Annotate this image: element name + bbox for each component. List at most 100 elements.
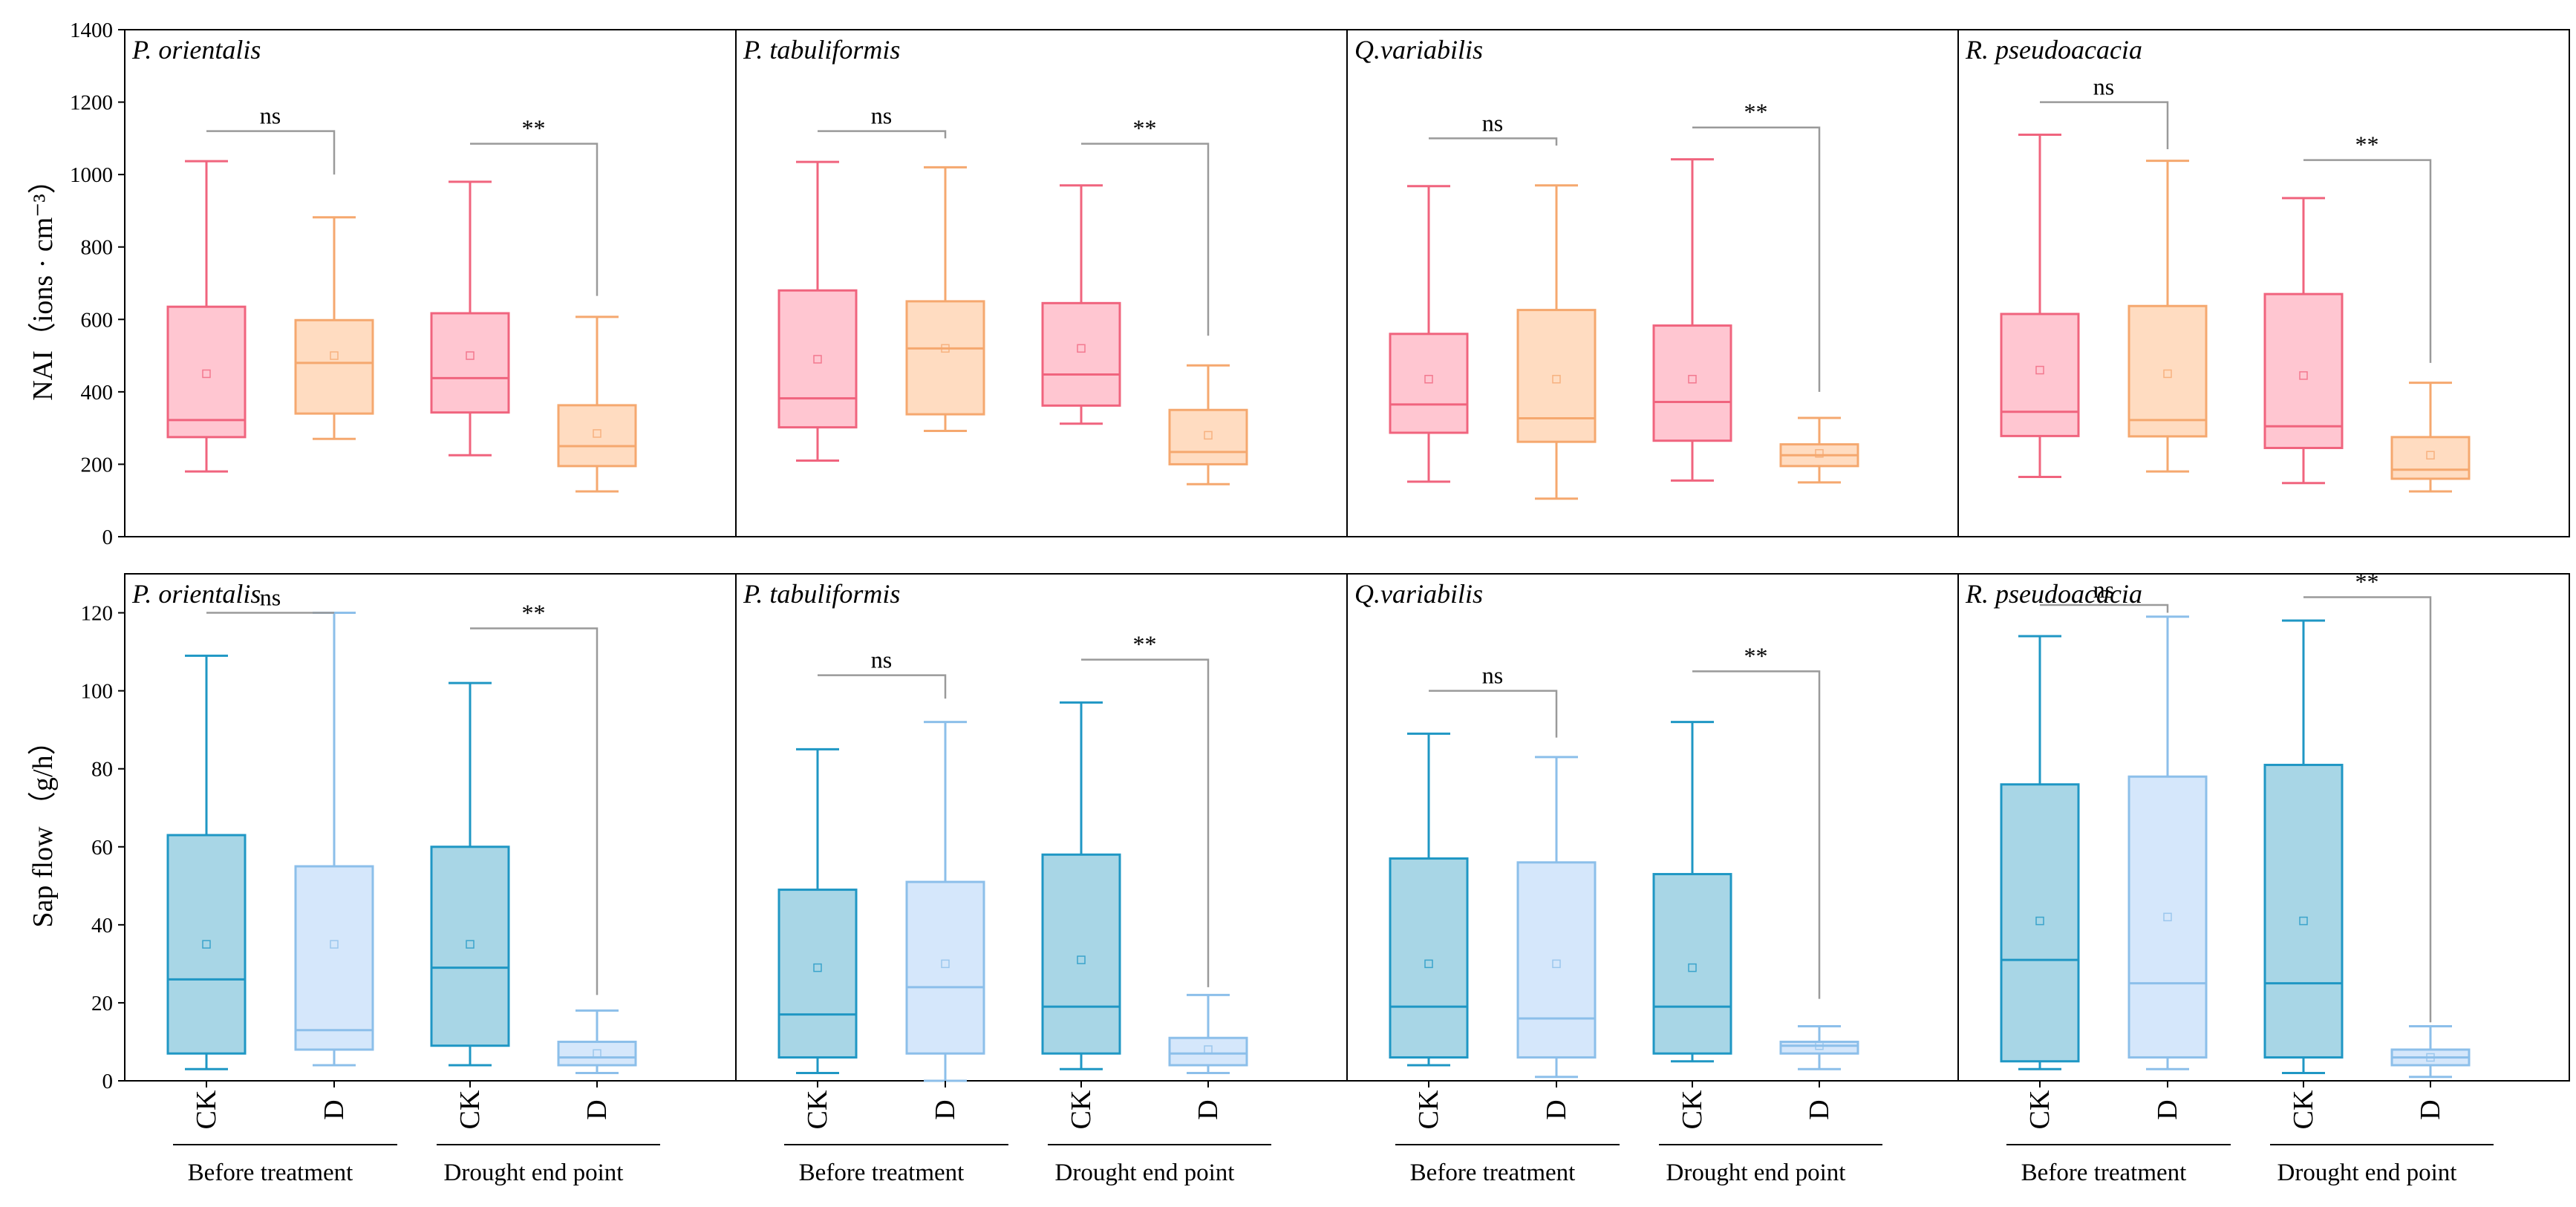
iqr-box <box>557 404 637 468</box>
mean-marker <box>2035 916 2044 926</box>
nai-y-tick-label: 1200 <box>70 91 113 115</box>
x-category-label: D <box>930 1099 961 1119</box>
sap-box-ck <box>2263 619 2344 1074</box>
mean-marker <box>466 351 475 360</box>
significance-label: ** <box>522 115 546 142</box>
sap-panel-title: R. pseudoacacia <box>1965 579 2142 609</box>
significance-label: ** <box>1133 115 1157 142</box>
mean-marker <box>2426 1053 2435 1062</box>
mean-marker <box>1077 955 1086 964</box>
bracket-line <box>1081 143 1210 336</box>
significance-label: ** <box>2355 131 2379 158</box>
nai-box-d <box>1168 364 1248 485</box>
mean-marker <box>2035 365 2044 375</box>
sap-box-d <box>2127 615 2208 1070</box>
nai-y-tick-label: 0 <box>102 526 114 549</box>
mean-marker <box>2299 916 2308 926</box>
nai-box-d <box>1516 184 1597 500</box>
significance-label: ns <box>1482 662 1503 689</box>
significance-label: ns <box>260 102 281 129</box>
nai-y-tick-label: 400 <box>81 381 114 405</box>
mean-marker <box>813 355 822 364</box>
bracket-line <box>1692 670 1821 999</box>
bracket-line <box>818 130 947 139</box>
mean-marker <box>1077 344 1086 353</box>
sap-box-ck <box>777 748 858 1074</box>
x-category-label: D <box>581 1099 613 1119</box>
mean-marker <box>330 351 339 360</box>
iqr-box <box>2390 436 2471 480</box>
sap-box-d <box>557 1009 637 1074</box>
sap-panel-title: Q.variabilis <box>1354 579 1483 609</box>
sap-box-d <box>1168 993 1248 1074</box>
mean-marker <box>1424 959 1433 969</box>
x-group-label: Before treatment <box>799 1159 965 1186</box>
mean-marker <box>330 940 339 949</box>
iqr-box <box>1168 408 1248 465</box>
sap-box-d <box>905 721 985 1082</box>
bracket-line <box>2303 159 2432 363</box>
significance-label: ns <box>2093 73 2114 100</box>
sap-significance-bracket: ** <box>1081 631 1210 987</box>
significance-label: ns <box>2093 576 2114 603</box>
nai-box-ck <box>777 160 858 462</box>
nai-box-d <box>1779 416 1859 484</box>
nai-panel-title: R. pseudoacacia <box>1965 35 2142 65</box>
mean-marker <box>202 940 211 949</box>
significance-label: ** <box>522 600 546 627</box>
x-category-label: D <box>1193 1099 1224 1119</box>
nai-significance-bracket: ** <box>470 115 599 296</box>
nai-box-d <box>905 166 985 433</box>
mean-marker <box>1552 375 1561 384</box>
x-category-label: CK <box>191 1090 222 1129</box>
mean-marker <box>593 1049 601 1058</box>
sap-y-tick-label: 80 <box>91 758 113 782</box>
sap-significance-bracket: ns <box>206 584 334 614</box>
nai-box-ck <box>1041 184 1121 425</box>
sap-significance-bracket: ** <box>1692 642 1821 999</box>
iqr-box <box>2263 292 2344 449</box>
bracket-line <box>1429 690 1558 738</box>
iqr-box <box>777 889 858 1059</box>
sap-y-tick-label: 20 <box>91 992 113 1015</box>
mean-marker <box>1688 963 1697 972</box>
bracket-line <box>470 143 599 296</box>
x-category-label: D <box>2415 1099 2446 1119</box>
mean-marker <box>941 959 950 969</box>
significance-label: ** <box>2355 569 2379 595</box>
iqr-box <box>430 312 510 414</box>
mean-marker <box>2163 369 2172 379</box>
nai-panel-title: Q.variabilis <box>1354 35 1483 65</box>
x-category-label: CK <box>1413 1090 1444 1129</box>
sap-box-d <box>2390 1024 2471 1079</box>
iqr-box <box>2000 783 2080 1063</box>
nai-box-d <box>294 216 374 440</box>
nai-box-d <box>557 315 637 493</box>
x-group-label: Drought end point <box>1666 1159 1846 1186</box>
x-category-label: CK <box>1066 1090 1097 1129</box>
mean-marker <box>593 429 601 438</box>
sap-significance-bracket: ** <box>2303 569 2432 1023</box>
sap-box-ck <box>1041 701 1121 1070</box>
sap-box-d <box>1779 1024 1859 1070</box>
sap-box-ck <box>166 654 247 1070</box>
sap-y-tick-label: 40 <box>91 914 113 938</box>
nai-significance-bracket: ns <box>1429 109 1558 146</box>
iqr-box <box>166 834 247 1055</box>
mean-marker <box>1204 1045 1213 1054</box>
iqr-box <box>1168 1036 1248 1067</box>
significance-label: ns <box>871 102 892 129</box>
mean-marker <box>941 344 950 353</box>
iqr-box <box>2127 775 2208 1059</box>
mean-marker <box>2163 912 2172 922</box>
mean-marker <box>2426 451 2435 459</box>
sap-y-tick-label: 120 <box>81 602 114 626</box>
nai-y-tick-label: 200 <box>81 453 114 477</box>
nai-y-tick-label: 1400 <box>70 19 113 42</box>
nai-box-ck <box>1389 185 1469 483</box>
iqr-box <box>777 289 858 429</box>
x-category-label: CK <box>802 1090 833 1129</box>
mean-marker <box>1815 449 1824 458</box>
nai-box-ck <box>166 160 247 473</box>
